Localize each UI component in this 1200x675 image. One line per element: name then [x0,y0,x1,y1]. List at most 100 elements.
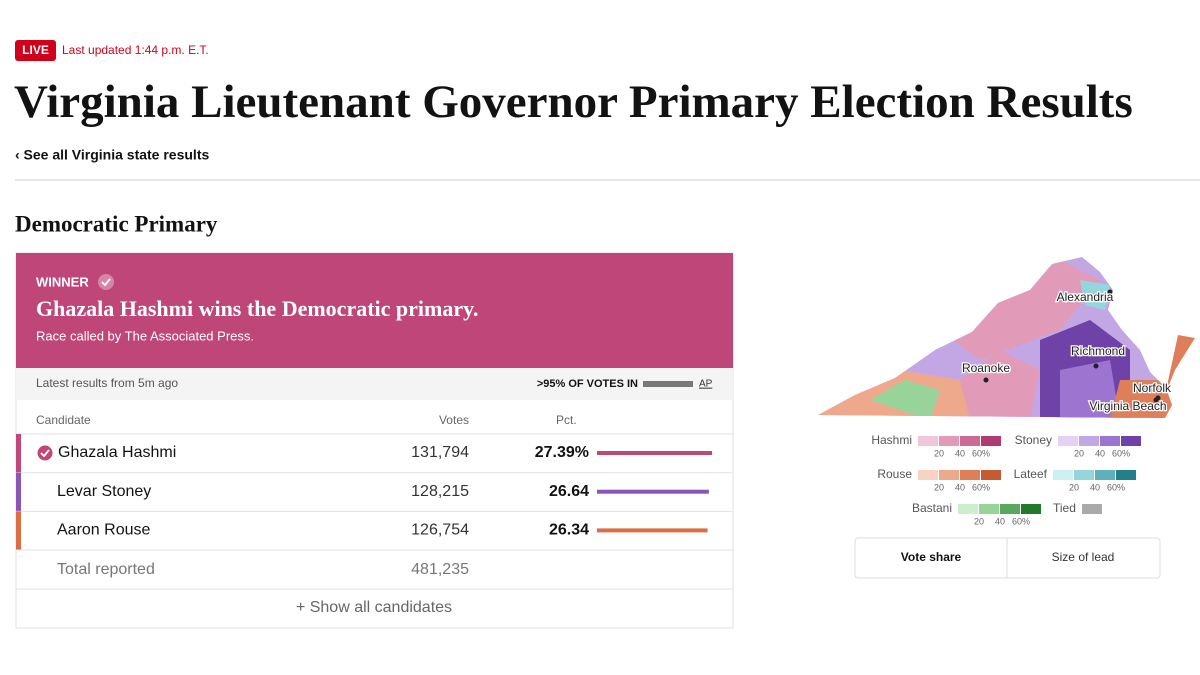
candidate-name: Ghazala Hashmi [58,444,176,461]
candidate-pct: 27.39% [535,444,589,461]
legend-swatch [1000,504,1020,514]
legend-swatch [960,470,980,480]
legend-swatch [1100,436,1120,446]
legend-name: Hashmi [871,433,912,447]
city-dot [1107,289,1113,295]
legend-swatch [1095,470,1115,480]
county-area [940,260,1100,360]
latest-results: Latest results from 5m ago [36,376,178,390]
legend-tick: 20 [974,516,984,526]
legend-swatch [1053,470,1073,480]
candidate-name: Aaron Rouse [57,522,150,539]
section-title: Democratic Primary [15,211,218,236]
city-dot [1093,363,1099,369]
votes-in: >95% OF VOTES IN [537,378,638,390]
called-by: Race called by The Associated Press. [36,328,254,343]
legend-tick: 60% [1012,516,1030,526]
back-link[interactable]: ‹ See all Virginia state results [15,147,209,163]
legend-name: Lateef [1014,467,1048,481]
candidate-pct: 26.64 [549,483,589,500]
candidate-votes: 128,215 [411,483,469,500]
pct-bar [597,528,708,533]
winner-banner [16,253,733,368]
candidate-votes: 131,794 [411,444,469,461]
county-area [1060,360,1120,418]
city-label: Norfolk [1133,381,1172,395]
candidate-name: Levar Stoney [57,483,151,500]
legend-swatch [1082,504,1102,514]
legend-swatch [960,436,980,446]
legend-name: Stoney [1015,433,1052,447]
column-header: Pct. [556,413,577,427]
legend-tick: 60% [1112,448,1130,458]
legend-swatch [939,436,959,446]
toggle-button[interactable]: Vote share [901,550,962,564]
legend-swatch [981,436,1001,446]
candidate-color-strip [16,511,21,551]
legend-tick: 20 [934,448,944,458]
city-label: Roanoke [962,361,1010,375]
live-badge [15,40,56,61]
legend-swatch [1121,436,1141,446]
county-area [960,350,1040,418]
eastern-shore [1165,335,1195,395]
legend-swatch [1074,470,1094,480]
city-dot [1153,397,1159,403]
legend-tick: 40 [955,448,965,458]
total-label: Total reported [57,561,155,578]
legend-swatch [918,470,938,480]
legend-tick: 40 [995,516,1005,526]
legend-swatch [1079,436,1099,446]
legend-swatch [939,470,959,480]
county-area [870,380,940,418]
status-bar [16,368,733,400]
toggle-button[interactable]: Size of lead [1052,550,1115,564]
winner-headline: Ghazala Hashmi wins the Democratic prima… [36,296,478,321]
candidate-votes: 126,754 [411,522,469,539]
legend-swatch [979,504,999,514]
show-all-button[interactable]: + Show all candidates [296,599,452,616]
legend-swatch [1058,436,1078,446]
votes-in-bar [643,381,693,387]
legend-tick: 20 [934,482,944,492]
candidate-color-strip [16,434,21,473]
legend-swatch [1021,504,1041,514]
legend-tick: 20 [1074,448,1084,458]
source-link[interactable]: AP [699,379,713,390]
page-title: Virginia Lieutenant Governor Primary Ele… [14,76,1133,128]
candidate-color-strip [16,472,21,512]
city-label: Virginia Beach [1089,399,1166,413]
legend-name: Tied [1053,501,1076,515]
legend-tick: 60% [972,448,990,458]
legend-name: Bastani [912,501,952,515]
legend-tick: 40 [1090,482,1100,492]
winner-label: WINNER [36,274,89,289]
candidate-pct: 26.34 [549,522,589,539]
legend-tick: 40 [1095,448,1105,458]
city-label: Alexandria [1057,290,1114,304]
legend-swatch [1116,470,1136,480]
legend-tick: 60% [1107,482,1125,492]
legend-name: Rouse [877,467,912,481]
city-dot [983,377,989,383]
winner-check-icon [98,274,114,290]
live-label: LIVE [22,43,49,57]
winner-check [40,449,50,458]
column-header: Votes [439,413,469,427]
total-votes: 481,235 [411,561,469,578]
county-area [1080,280,1110,310]
legend-tick: 40 [955,482,965,492]
legend-swatch [981,470,1001,480]
legend-swatch [958,504,978,514]
city-label: Richmond [1071,344,1125,358]
pct-bar [597,489,709,494]
legend-swatch [918,436,938,446]
county-area [1110,380,1172,418]
last-updated: Last updated 1:44 p.m. E.T. [62,43,209,57]
legend-tick: 60% [972,482,990,492]
column-header: Candidate [36,413,91,427]
legend-tick: 20 [1069,482,1079,492]
